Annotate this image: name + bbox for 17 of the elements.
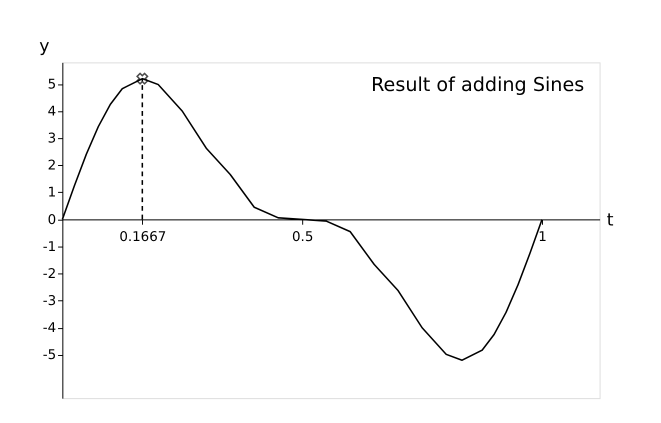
y-tick-label: -4: [42, 321, 56, 336]
x-axis-title: t: [606, 210, 614, 231]
x-tick-label: 0.1667: [119, 230, 166, 246]
y-tick-label: 4: [48, 104, 56, 120]
x-tick-label: 0.5: [292, 230, 314, 246]
x-tick-label: 1: [538, 230, 547, 246]
y-tick-label: 2: [48, 158, 56, 174]
y-tick-label: -2: [42, 266, 56, 282]
y-axis-title: y: [39, 36, 50, 56]
y-tick-label: -5: [42, 348, 56, 364]
y-tick-label: 0: [48, 212, 56, 228]
y-tick-label: 3: [48, 132, 56, 147]
text: Result of adding Sines: [371, 73, 584, 96]
y-tick-label: 1: [48, 186, 56, 201]
y-tick-label: -1: [42, 240, 56, 255]
y-tick-label: -3: [42, 294, 56, 309]
y-tick-label: 5: [48, 77, 56, 92]
